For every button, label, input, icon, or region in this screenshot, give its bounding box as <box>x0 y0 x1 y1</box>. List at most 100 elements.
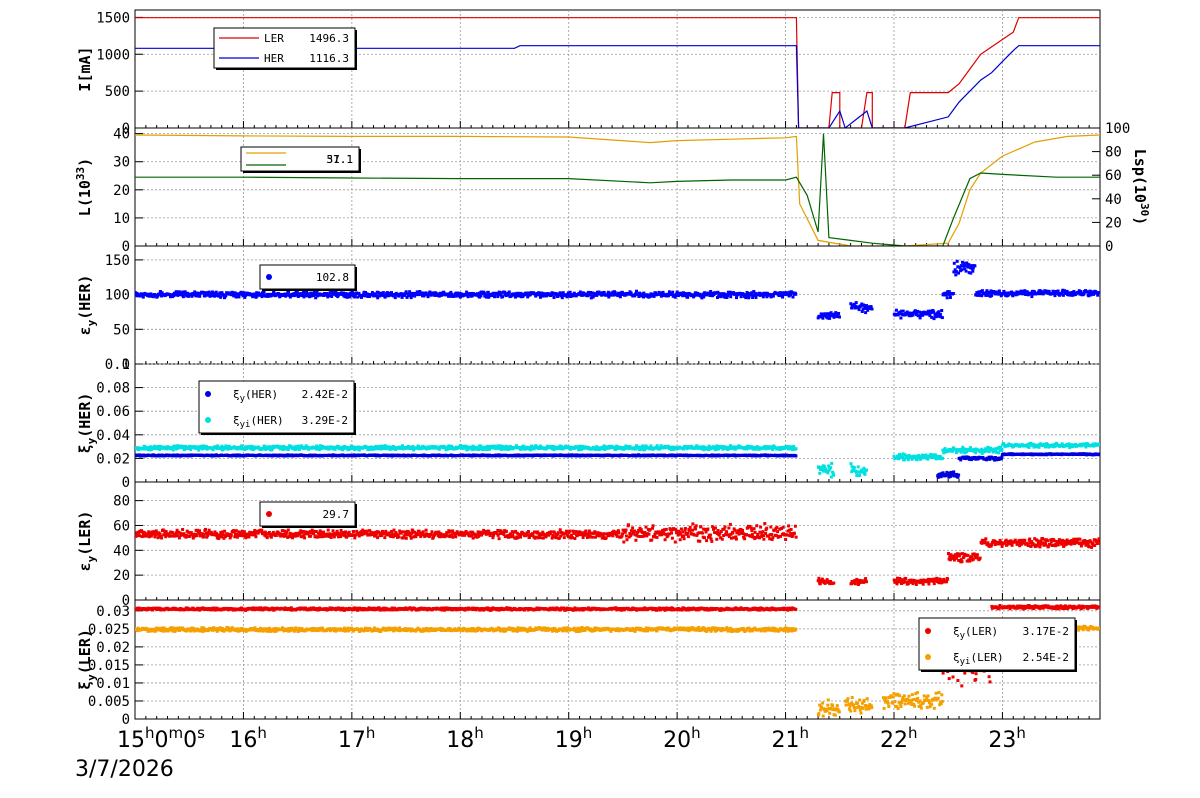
data-point <box>373 531 377 534</box>
data-point <box>700 296 704 300</box>
data-point <box>156 294 160 298</box>
data-point <box>336 293 340 297</box>
data-point <box>918 316 922 320</box>
data-point <box>588 293 592 296</box>
data-point <box>299 446 303 450</box>
data-point <box>894 308 898 312</box>
data-point <box>190 294 194 298</box>
data-point <box>1027 445 1031 449</box>
data-point <box>217 293 221 297</box>
data-point <box>321 532 325 536</box>
data-point <box>601 292 605 296</box>
series-line-1 <box>135 133 1100 246</box>
data-point <box>703 291 707 295</box>
data-point <box>861 307 865 311</box>
data-point <box>525 291 529 295</box>
data-point <box>302 533 306 537</box>
data-point <box>384 529 388 533</box>
data-point <box>892 454 896 458</box>
data-point <box>822 469 825 473</box>
data-point <box>242 534 246 538</box>
data-point <box>818 471 822 475</box>
data-point <box>495 291 499 295</box>
data-point <box>834 311 838 315</box>
data-point <box>445 531 449 535</box>
data-point <box>204 291 208 295</box>
data-point <box>1060 292 1064 296</box>
data-point <box>561 291 565 295</box>
data-point <box>398 529 402 533</box>
data-point <box>602 290 606 294</box>
data-point <box>936 475 940 479</box>
data-point <box>595 293 599 297</box>
data-point <box>919 457 923 461</box>
data-point <box>949 474 953 478</box>
data-point <box>160 291 164 295</box>
data-point <box>432 535 435 539</box>
data-point <box>935 313 939 316</box>
data-point <box>667 290 671 294</box>
data-point <box>501 295 505 299</box>
data-point <box>826 316 830 320</box>
data-point <box>370 291 374 294</box>
data-point <box>641 444 645 448</box>
data-point <box>955 259 959 263</box>
data-point <box>824 467 828 471</box>
plot-frame <box>134 127 1101 247</box>
data-point <box>335 529 339 533</box>
data-point <box>345 531 349 535</box>
data-point <box>980 294 984 298</box>
data-point <box>792 444 796 448</box>
data-point <box>301 292 305 296</box>
data-point <box>206 534 210 537</box>
y-tick-label: 0.1 <box>105 357 130 373</box>
series-points-1 <box>135 441 1100 479</box>
data-point <box>682 447 685 451</box>
data-point <box>331 529 335 533</box>
series-line-0 <box>135 134 1100 246</box>
y-tick-label: 0.04 <box>96 428 130 444</box>
y-axis-label: εy(HER) <box>76 275 98 336</box>
data-point <box>301 535 305 539</box>
data-point <box>953 268 957 272</box>
data-point <box>137 531 141 535</box>
legend-marker <box>205 417 211 423</box>
legend-value: 102.8 <box>316 271 349 284</box>
data-point <box>567 445 571 449</box>
data-point <box>849 462 853 466</box>
data-point <box>224 293 228 297</box>
data-point <box>316 445 320 449</box>
data-point <box>454 535 458 539</box>
data-point <box>181 295 185 299</box>
data-point <box>858 474 862 477</box>
data-point <box>401 536 405 540</box>
data-point <box>331 533 335 537</box>
data-point <box>185 294 189 298</box>
data-point <box>236 292 240 296</box>
data-point <box>361 294 365 298</box>
data-point <box>400 444 404 448</box>
data-point <box>1069 445 1073 448</box>
data-point <box>451 529 455 533</box>
data-point <box>354 533 358 537</box>
data-point <box>970 458 973 462</box>
data-point <box>613 291 617 294</box>
legend-value: 1496.3 <box>309 32 349 45</box>
data-point <box>188 534 191 538</box>
data-point <box>1084 443 1087 447</box>
data-point <box>713 448 717 452</box>
y-tick-label: 0.06 <box>96 404 130 420</box>
data-point <box>193 445 197 449</box>
data-point <box>923 456 927 460</box>
data-point <box>855 473 859 477</box>
series-group <box>135 441 1100 479</box>
data-point <box>476 292 480 296</box>
data-point <box>189 292 193 296</box>
data-point <box>368 295 372 298</box>
data-point <box>189 448 193 451</box>
data-point <box>948 296 952 299</box>
data-point <box>745 447 748 451</box>
data-point <box>385 447 389 451</box>
data-point <box>227 444 231 448</box>
data-point <box>921 312 925 316</box>
